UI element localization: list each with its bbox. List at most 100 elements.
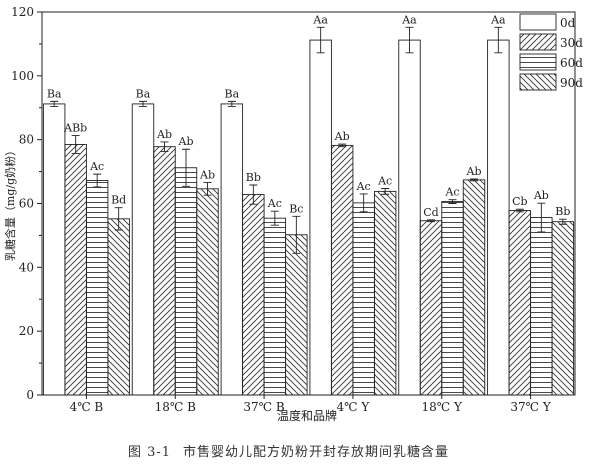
legend-swatch-90d [519, 73, 557, 91]
bar-90d-3 [373, 190, 397, 396]
bar-0d-4 [398, 39, 421, 396]
error-bar-0d-3 [316, 26, 325, 54]
axes-layer: 0 20 40 60 80 100 120 4℃ B 18℃ B 37℃ B 4℃ Y 18℃ Y 37… [11, 5, 576, 414]
bar-label-60d-0: Ac [89, 160, 104, 173]
bar-label-60d-1: Ab [178, 135, 194, 148]
legend-label-60d: 60d [560, 56, 583, 70]
bar-label-30d-2: Bb [246, 171, 261, 184]
x-axis-title: 温度和品牌 [277, 408, 337, 423]
legend-label-0d: 0d [560, 16, 576, 30]
error-bar-90d-3 [381, 188, 390, 195]
x-tick-label: 18℃ B [155, 400, 197, 414]
error-bar-90d-1 [203, 181, 212, 196]
bar-90d-0 [107, 218, 130, 396]
bar-label-0d-3: Aa [312, 13, 328, 26]
bar-label-90d-0: Bd [111, 194, 126, 207]
error-bar-0d-4 [405, 26, 414, 54]
error-bar-90d-2 [292, 215, 301, 254]
bar-label-30d-3: Ab [334, 130, 350, 143]
figure-number: 图 3-1 [127, 445, 172, 460]
bar-label-30d-1: Ab [156, 128, 172, 141]
bar-labels-layer: Ba Ba Ba Aa Aa Aa ABb Ab Bb Ab Cd Cb Ac Ab Ac Ac Ac Ab Bd A… [47, 13, 571, 218]
bar-0d-0 [42, 103, 66, 396]
bar-90d-4 [462, 179, 486, 396]
bar-0d-2 [220, 103, 244, 396]
error-bar-60d-2 [270, 210, 279, 226]
y-axis-title: 乳糖含量（mg/g奶粉） [3, 145, 17, 261]
bar-60d-4 [441, 201, 464, 396]
legend-label-90d: 90d [560, 76, 583, 90]
error-bar-30d-4 [427, 219, 435, 223]
error-bars-layer [50, 26, 567, 254]
x-tick-label: 4℃ B [70, 400, 104, 414]
legend: 0d 30d 60d 90d [519, 13, 583, 91]
bar-label-0d-1: Ba [136, 87, 151, 100]
bar-60d-0 [85, 180, 109, 396]
legend-swatch-60d [519, 53, 557, 71]
bar-60d-3 [352, 202, 375, 396]
bar-30d-2 [242, 194, 265, 396]
error-bar-0d-2 [227, 100, 236, 107]
error-bar-90d-4 [470, 178, 478, 182]
error-bar-60d-3 [359, 193, 368, 213]
bar-label-30d-5: Cb [512, 195, 527, 208]
bar-90d-2 [285, 234, 308, 396]
bar-label-60d-5: Ab [533, 189, 549, 202]
error-bar-0d-1 [139, 100, 147, 107]
bar-90d-1 [196, 188, 219, 396]
error-bar-0d-0 [50, 100, 59, 107]
y-tick-label: 80 [19, 133, 34, 147]
bar-60d-2 [263, 217, 287, 396]
bar-label-0d-5: Aa [490, 13, 506, 26]
bar-label-90d-5: Bb [555, 205, 570, 218]
bar-30d-5 [508, 210, 532, 396]
bar-0d-1 [131, 103, 155, 396]
legend-swatch-30d [519, 33, 557, 51]
bar-label-90d-2: Bc [289, 202, 303, 215]
error-bar-30d-0 [71, 135, 80, 154]
bar-60d-5 [530, 217, 553, 396]
bars-layer [42, 39, 575, 396]
bar-0d-5 [487, 39, 510, 396]
bar-30d-4 [419, 220, 443, 396]
y-tick-label: 120 [11, 5, 34, 19]
bar-60d-1 [174, 167, 198, 396]
error-bar-60d-0 [93, 173, 102, 188]
error-bar-30d-1 [160, 141, 169, 152]
x-tick-label: 4℃ Y [337, 400, 371, 414]
x-tick-label: 37℃ Y [510, 400, 552, 414]
y-tick-label: 60 [19, 197, 34, 211]
bar-30d-1 [153, 146, 176, 396]
bar-label-60d-2: Ac [267, 197, 282, 210]
error-bar-90d-5 [558, 218, 567, 225]
bar-label-0d-2: Ba [225, 87, 240, 100]
error-bar-30d-3 [338, 143, 347, 148]
y-tick-label: 100 [11, 69, 34, 83]
error-bar-30d-5 [515, 208, 524, 213]
bar-label-30d-4: Cd [423, 206, 438, 219]
figure-caption: 图 3-1 市售婴幼儿配方奶粉开封存放期间乳糖含量 [0, 441, 589, 460]
bar-label-0d-4: Aa [401, 13, 417, 26]
bar-label-90d-1: Ab [199, 168, 215, 181]
error-bar-60d-4 [448, 199, 457, 204]
bar-label-90d-3: Ac [377, 174, 392, 187]
bar-90d-5 [551, 221, 575, 396]
bar-30d-0 [64, 144, 87, 396]
y-tick-label: 40 [19, 260, 34, 274]
legend-label-30d: 30d [560, 36, 583, 50]
error-bar-60d-5 [537, 202, 546, 233]
error-bar-0d-5 [494, 26, 503, 54]
x-tick-label: 18℃ Y [422, 400, 464, 414]
chart-canvas: Ba Ba Ba Aa Aa Aa ABb Ab Bb Ab Cd Cb Ac Ab Ac Ac Ac Ab Bd A… [3, 5, 583, 423]
bar-label-0d-0: Ba [47, 87, 62, 100]
bar-label-30d-0: ABb [63, 122, 87, 135]
y-tick-label: 20 [19, 324, 34, 338]
error-bar-90d-0 [114, 207, 123, 231]
bar-30d-3 [330, 144, 354, 396]
x-tick-label: 37℃ B [243, 400, 285, 414]
figure-caption-text: 市售婴幼儿配方奶粉开封存放期间乳糖含量 [183, 445, 450, 460]
bar-0d-3 [309, 39, 332, 396]
legend-swatch-0d [519, 13, 557, 31]
bar-label-90d-4: Ab [466, 165, 482, 178]
